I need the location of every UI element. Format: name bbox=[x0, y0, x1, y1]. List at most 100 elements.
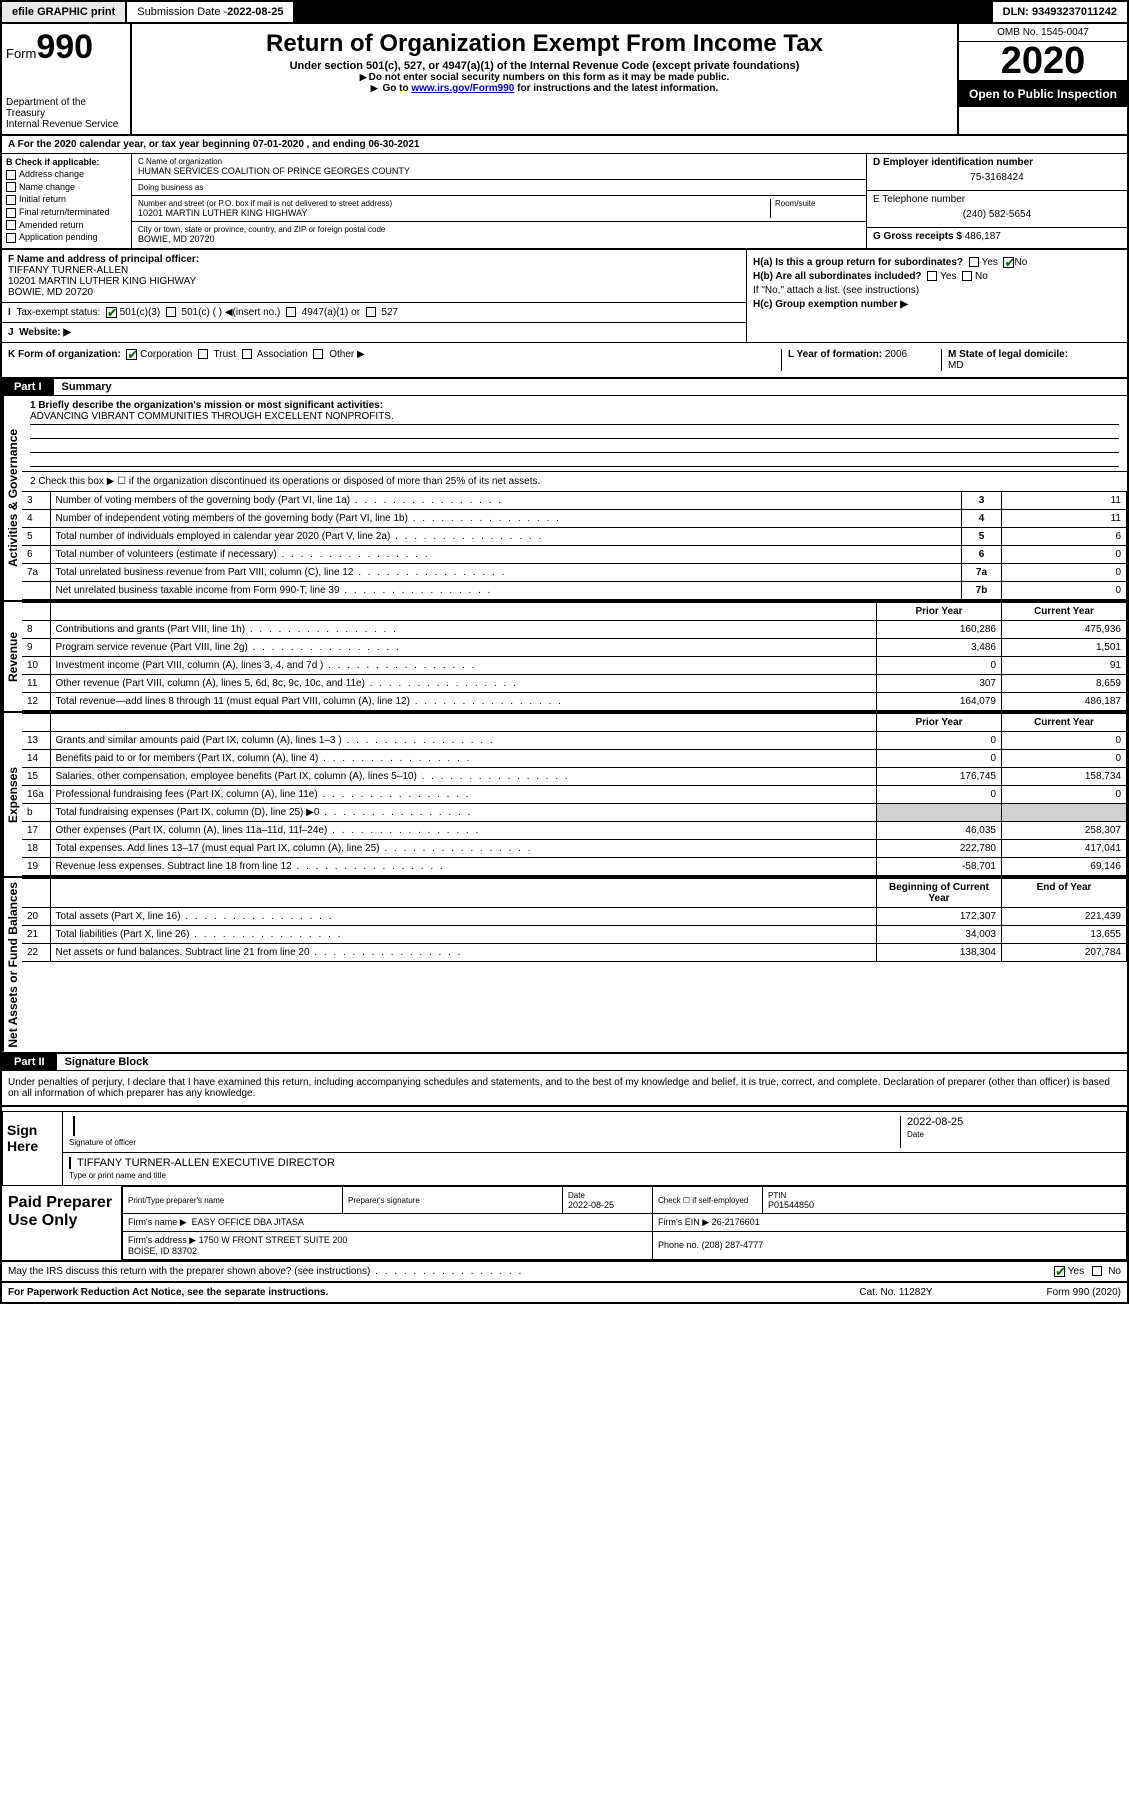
tax-status-checkbox-3[interactable] bbox=[366, 307, 376, 317]
footer-left: For Paperwork Reduction Act Notice, see … bbox=[8, 1287, 821, 1298]
box-f: F Name and address of principal officer:… bbox=[2, 250, 746, 303]
lower-grid: F Name and address of principal officer:… bbox=[2, 250, 1127, 343]
ha-label: H(a) Is this a group return for subordin… bbox=[753, 257, 963, 268]
discuss-row: May the IRS discuss this return with the… bbox=[2, 1262, 1127, 1283]
part2-header-row: Part II Signature Block bbox=[2, 1054, 1127, 1071]
header-right: OMB No. 1545-0047 2020 Open to Public In… bbox=[957, 24, 1127, 134]
website-label: Website: ▶ bbox=[19, 327, 71, 338]
form-no: 990 bbox=[36, 28, 93, 66]
ha-yes: Yes bbox=[982, 257, 998, 268]
form-org-checkbox-3[interactable] bbox=[313, 349, 323, 359]
box-b-checkbox-4[interactable] bbox=[6, 220, 16, 230]
box-m: M State of legal domicile: MD bbox=[941, 349, 1121, 371]
firm-addr-label: Firm's address ▶ bbox=[128, 1235, 196, 1245]
name-title-label: Type or print name and title bbox=[69, 1171, 166, 1180]
form-org-checkbox-1[interactable] bbox=[198, 349, 208, 359]
prep-h3: Date bbox=[568, 1191, 585, 1200]
preparer-body: Print/Type preparer's name Preparer's si… bbox=[122, 1186, 1127, 1260]
discuss-label: May the IRS discuss this return with the… bbox=[8, 1266, 1054, 1277]
box-k: K Form of organization: Corporation Trus… bbox=[8, 349, 781, 371]
tax-year: 2020 bbox=[959, 42, 1127, 81]
part2-title: Signature Block bbox=[57, 1054, 157, 1070]
exp-table: Prior YearCurrent Year13Grants and simil… bbox=[22, 713, 1127, 876]
prep-row3: Firm's address ▶ 1750 W FRONT STREET SUI… bbox=[123, 1231, 1127, 1259]
section-governance: Activities & Governance 1 Briefly descri… bbox=[2, 396, 1127, 602]
box-b-checkbox-1[interactable] bbox=[6, 182, 16, 192]
rev-body: Prior YearCurrent Year8Contributions and… bbox=[22, 602, 1127, 711]
tax-status-checkbox-0[interactable] bbox=[106, 307, 117, 318]
tax-status-checkbox-2[interactable] bbox=[286, 307, 296, 317]
tbl-net-row-0: 20Total assets (Part X, line 16)172,3072… bbox=[22, 907, 1127, 925]
header-sub1: Under section 501(c), 527, or 4947(a)(1)… bbox=[138, 60, 951, 72]
gov-body: 1 Briefly describe the organization's mi… bbox=[22, 396, 1127, 600]
header-sub3: Go to www.irs.gov/Form990 for instructio… bbox=[138, 83, 951, 94]
tbl-exp-header: Prior YearCurrent Year bbox=[22, 713, 1127, 731]
submission-date: Submission Date - 2022-08-25 bbox=[127, 2, 295, 22]
section-revenue: Revenue Prior YearCurrent Year8Contribut… bbox=[2, 602, 1127, 713]
tbl-rev-header: Prior YearCurrent Year bbox=[22, 602, 1127, 620]
hb-no-checkbox[interactable] bbox=[962, 271, 972, 281]
hb-note: If "No," attach a list. (see instruction… bbox=[753, 285, 1121, 296]
hb-line: H(b) Are all subordinates included? Yes … bbox=[753, 271, 1121, 282]
klm-row: K Form of organization: Corporation Trus… bbox=[2, 343, 1127, 379]
ein-value: 75-3168424 bbox=[873, 168, 1121, 187]
efile-print-button[interactable]: efile GRAPHIC print bbox=[2, 2, 127, 22]
box-l-label: L Year of formation: bbox=[788, 349, 885, 360]
tax-status-checkbox-1[interactable] bbox=[166, 307, 176, 317]
gov-row-4: 7aTotal unrelated business revenue from … bbox=[22, 563, 1127, 581]
vtab-revenue: Revenue bbox=[2, 602, 22, 711]
form-title: Return of Organization Exempt From Incom… bbox=[138, 30, 951, 58]
dba-cell: Doing business as bbox=[132, 180, 866, 196]
footer: For Paperwork Reduction Act Notice, see … bbox=[2, 1283, 1127, 1302]
topbar-spacer bbox=[295, 2, 990, 22]
city-value: BOWIE, MD 20720 bbox=[138, 234, 860, 244]
sig-officer-label: Signature of officer bbox=[69, 1138, 136, 1147]
ha-no-checkbox[interactable] bbox=[1003, 257, 1014, 268]
form-org-checkbox-0[interactable] bbox=[126, 349, 137, 360]
gross-value: 486,187 bbox=[965, 231, 1001, 242]
top-bar: efile GRAPHIC print Submission Date - 20… bbox=[0, 0, 1129, 24]
tbl-exp-row-7: 19Revenue less expenses. Subtract line 1… bbox=[22, 857, 1127, 875]
tbl-rev-row-1: 9Program service revenue (Part VIII, lin… bbox=[22, 638, 1127, 656]
net-table: Beginning of Current YearEnd of Year20To… bbox=[22, 878, 1127, 962]
officer-name-title: TIFFANY TURNER-ALLEN EXECUTIVE DIRECTOR bbox=[77, 1157, 1120, 1169]
box-f-label: F Name and address of principal officer: bbox=[8, 254, 199, 265]
tbl-rev-row-0: 8Contributions and grants (Part VIII, li… bbox=[22, 620, 1127, 638]
vtab-governance: Activities & Governance bbox=[2, 396, 22, 600]
gov-row-2: 5Total number of individuals employed in… bbox=[22, 527, 1127, 545]
room-label: Room/suite bbox=[775, 199, 860, 208]
box-b-item-2: Initial return bbox=[6, 194, 127, 205]
line1-blank3 bbox=[30, 439, 1119, 453]
form-org-checkbox-2[interactable] bbox=[242, 349, 252, 359]
addr-cell: Number and street (or P.O. box if mail i… bbox=[132, 196, 866, 222]
officer-addr1: 10201 MARTIN LUTHER KING HIGHWAY bbox=[8, 276, 196, 287]
hb-no: No bbox=[975, 271, 988, 282]
box-b-checkbox-3[interactable] bbox=[6, 208, 16, 218]
gov-row-1: 4Number of independent voting members of… bbox=[22, 509, 1127, 527]
tbl-rev-row-2: 10Investment income (Part VIII, column (… bbox=[22, 656, 1127, 674]
box-m-label: M State of legal domicile: bbox=[948, 349, 1068, 360]
form-number: Form990 bbox=[6, 28, 126, 67]
prep-h1: Print/Type preparer's name bbox=[128, 1196, 224, 1205]
gross-cell: G Gross receipts $ 486,187 bbox=[867, 228, 1127, 245]
city-cell: City or town, state or province, country… bbox=[132, 222, 866, 247]
form-outer: Form990 Department of the Treasury Inter… bbox=[0, 24, 1129, 1304]
officer-addr2: BOWIE, MD 20720 bbox=[8, 287, 93, 298]
discuss-yes-checkbox[interactable] bbox=[1054, 1266, 1065, 1277]
sub3-a: Go to bbox=[382, 83, 411, 94]
box-b-checkbox-2[interactable] bbox=[6, 195, 16, 205]
dln: DLN: 93493237011242 bbox=[991, 2, 1127, 22]
phone-label: E Telephone number bbox=[873, 194, 1121, 205]
box-b-item-1: Name change bbox=[6, 182, 127, 193]
prep-ptin: P01544850 bbox=[768, 1200, 814, 1210]
ha-yes-checkbox[interactable] bbox=[969, 257, 979, 267]
line1-label: 1 Briefly describe the organization's mi… bbox=[30, 400, 383, 411]
box-b-checkbox-5[interactable] bbox=[6, 233, 16, 243]
discuss-no-checkbox[interactable] bbox=[1092, 1266, 1102, 1276]
section-netassets: Net Assets or Fund Balances Beginning of… bbox=[2, 878, 1127, 1054]
period-text: For the 2020 calendar year, or tax year … bbox=[18, 139, 420, 150]
form990-link[interactable]: www.irs.gov/Form990 bbox=[411, 83, 514, 94]
hb-yes-checkbox[interactable] bbox=[927, 271, 937, 281]
preparer-grid: Paid Preparer Use Only Print/Type prepar… bbox=[2, 1186, 1127, 1262]
box-b-checkbox-0[interactable] bbox=[6, 170, 16, 180]
